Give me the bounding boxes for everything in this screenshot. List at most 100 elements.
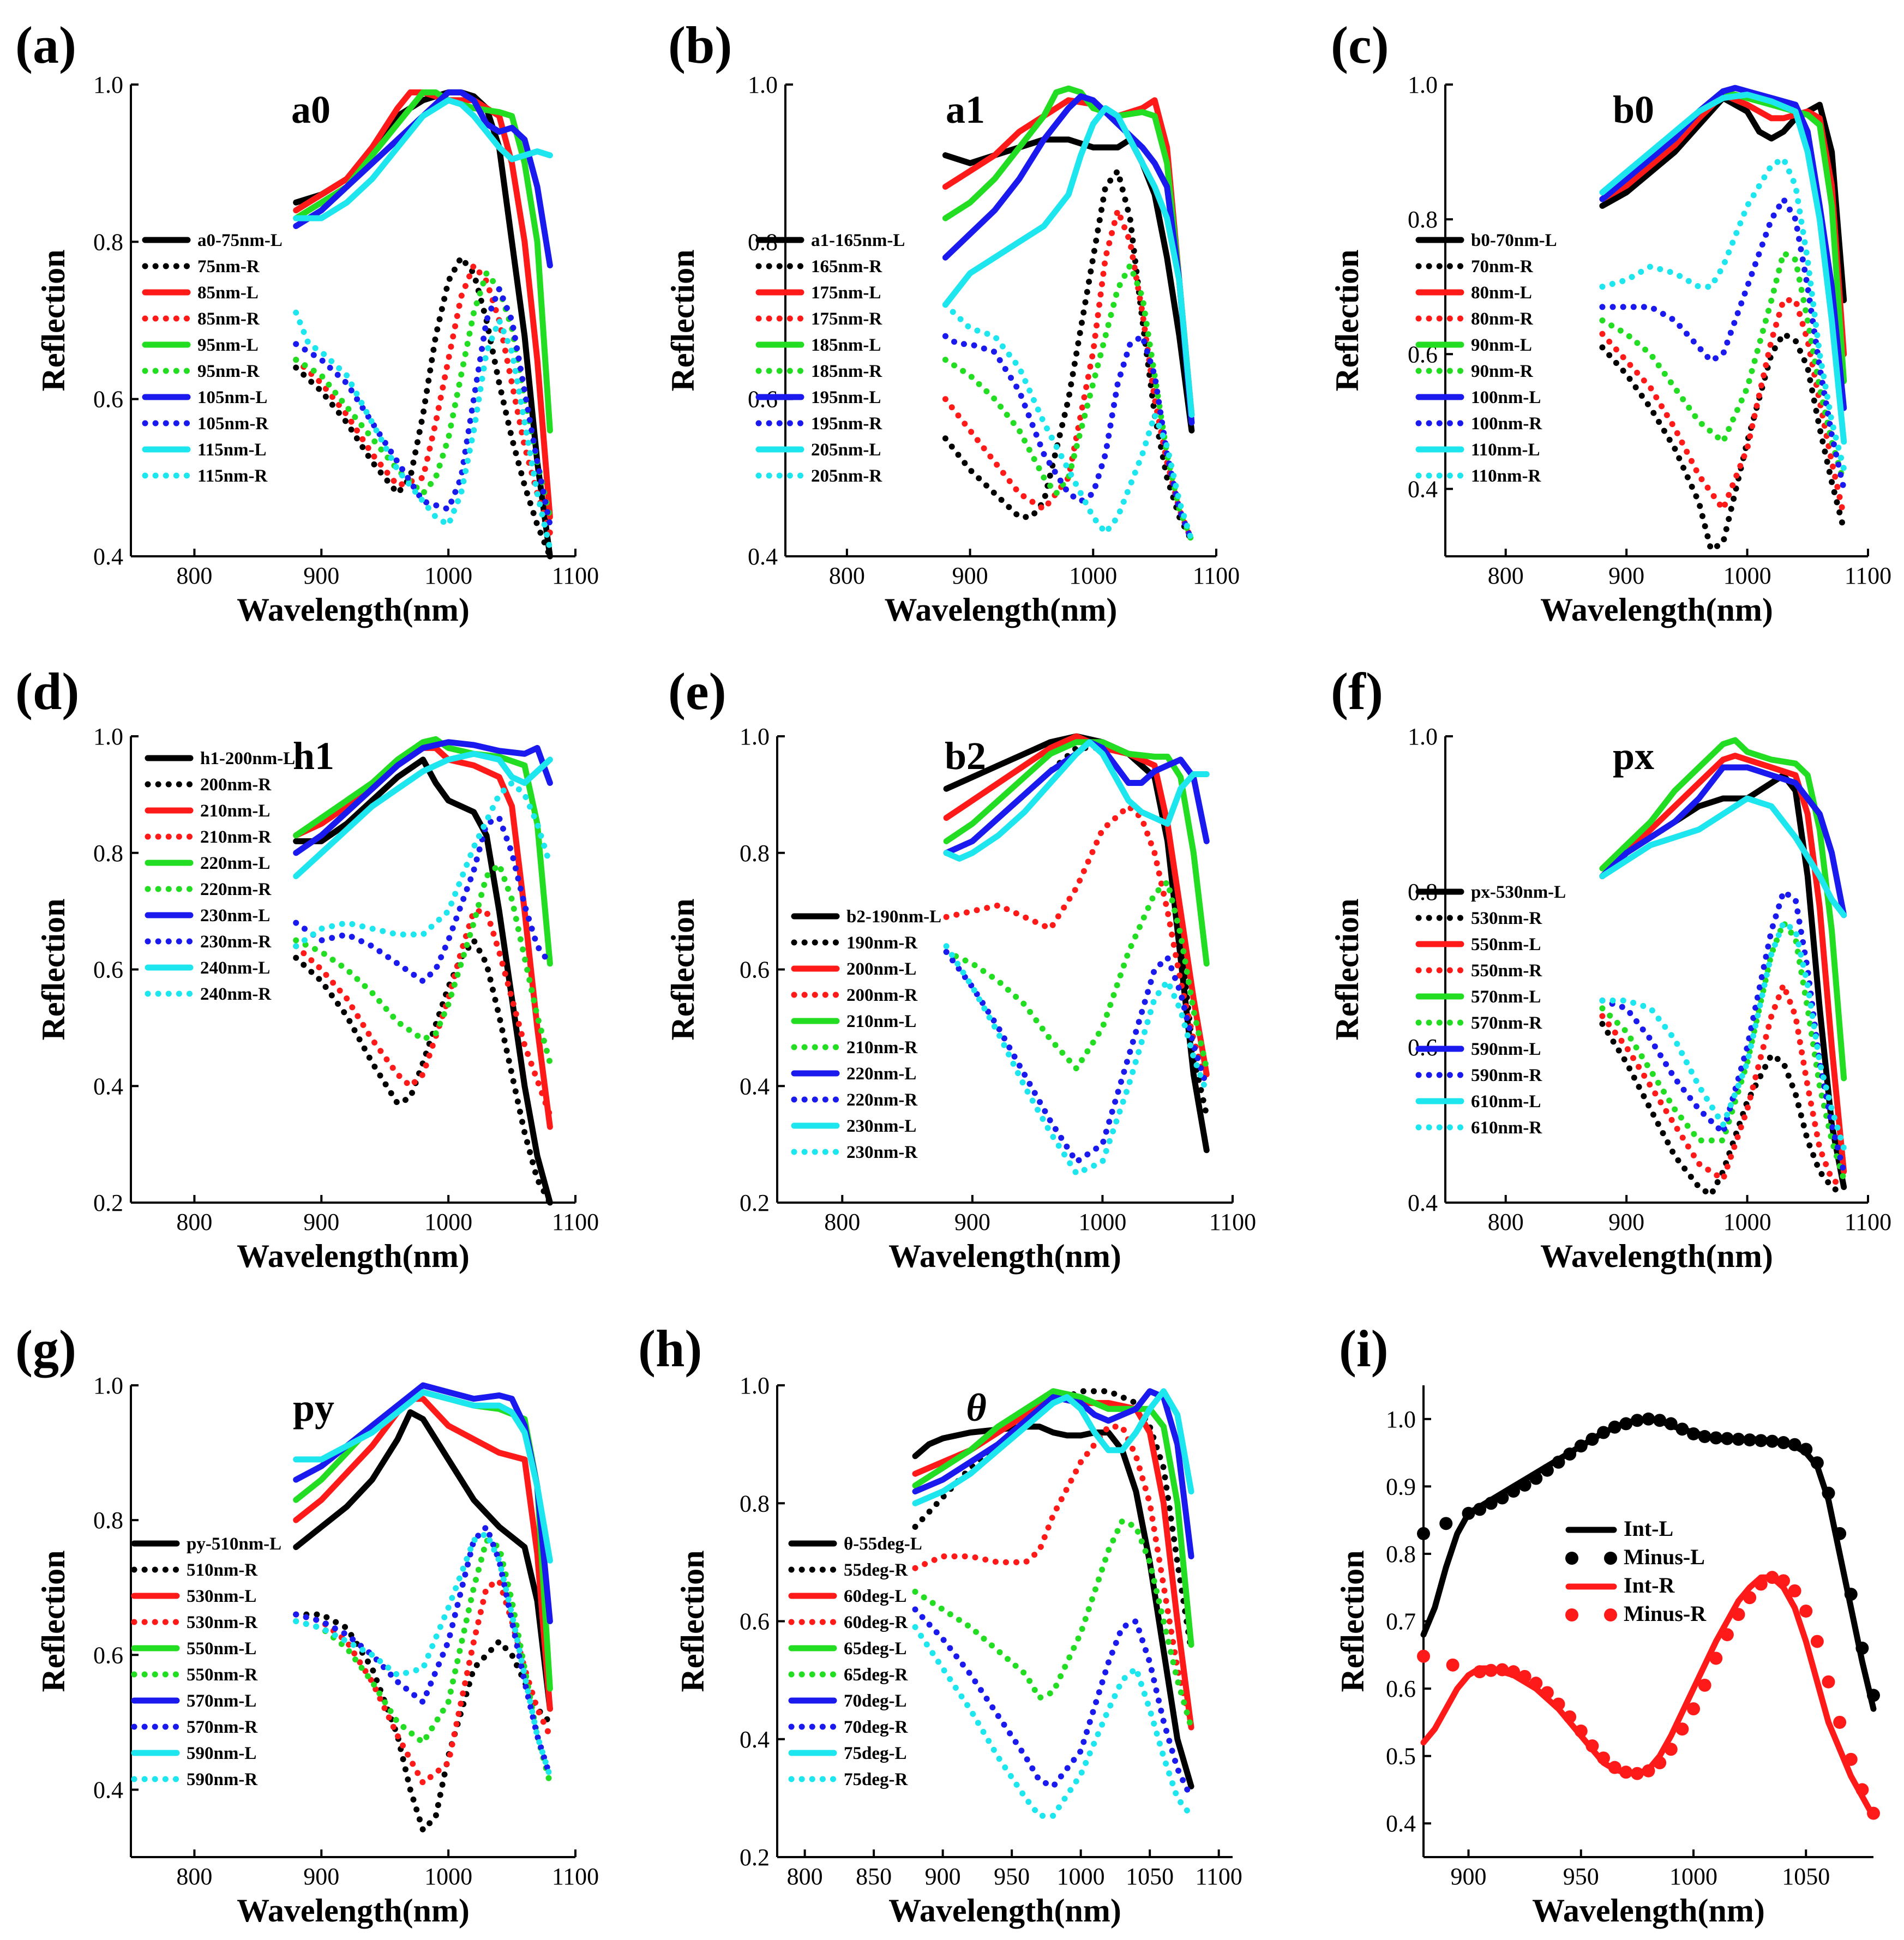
legend-label: 590nm-L (1471, 1040, 1541, 1059)
data-point (1687, 1427, 1700, 1440)
legend-entry: 530nm-R (1415, 909, 1542, 928)
legend-label: 570nm-L (187, 1691, 256, 1711)
legend-label: 90nm-L (1471, 335, 1532, 355)
data-point (1653, 1414, 1667, 1427)
series-line-220nm-R (943, 948, 1210, 1165)
data-point (1417, 1527, 1430, 1540)
legend-entry: θ-55deg-L (788, 1534, 922, 1554)
legend-entry: 550nm-L (131, 1639, 256, 1659)
legend-entry: 210nm-R (145, 827, 272, 847)
y-tick-label: 1.0 (93, 71, 123, 98)
series-line-510nm-R (293, 1611, 553, 1834)
y-tick-label: 0.4 (93, 543, 123, 570)
panel-label: (b) (668, 16, 732, 74)
x-axis-title: Wavelength(nm) (888, 1238, 1121, 1274)
series-Minus-L (1417, 1412, 1880, 1702)
y-tick-label: 0.8 (93, 1507, 123, 1534)
y-axis-title: Reflection (1329, 899, 1365, 1041)
y-tick-label: 1.0 (1386, 1406, 1416, 1433)
data-point (1462, 1506, 1475, 1520)
legend-label: 610nm-R (1471, 1118, 1542, 1138)
legend-label: 70deg-L (844, 1691, 907, 1711)
legend-label: 550nm-L (187, 1639, 256, 1659)
data-point (1732, 1608, 1745, 1621)
panel-title: py (293, 1386, 334, 1430)
y-tick-label: 0.6 (93, 386, 123, 413)
data-point (1552, 1455, 1565, 1469)
series-line-610nm-L (1599, 795, 1847, 918)
series-line-200nm-R (943, 803, 1210, 1089)
legend-label: 185nm-R (811, 362, 882, 381)
legend-entry: 610nm-R (1415, 1118, 1542, 1138)
legend-entry: 590nm-L (1415, 1040, 1541, 1059)
series-line-65deg-R (912, 1518, 1194, 1731)
legend-entry: 75nm-R (142, 257, 260, 277)
x-tick-label: 900 (303, 1863, 339, 1890)
series-line-190nm-R (943, 744, 1210, 1119)
legend-entry: 175nm-R (755, 309, 882, 329)
x-tick-label: 1000 (1723, 562, 1771, 589)
legend-label: 60deg-L (844, 1587, 907, 1606)
legend-entry: 105nm-R (142, 414, 269, 434)
legend-label: 165nm-R (811, 257, 882, 277)
chart-panel-d: (d) h1 800 900 1000 1100 0.2 0.4 0.6 0.8 1.0 Wavele… (15, 662, 599, 1274)
legend-label: 105nm-R (197, 414, 269, 434)
x-tick-label: 800 (1488, 562, 1524, 589)
data-point (1585, 1739, 1599, 1753)
legend-label: 530nm-L (187, 1587, 256, 1606)
data-point (1799, 1443, 1813, 1456)
legend-entry: 195nm-L (755, 388, 881, 407)
data-point (1540, 1686, 1554, 1699)
y-tick-label: 1.0 (93, 723, 123, 750)
data-point (1833, 1527, 1847, 1540)
legend-entry: 200nm-L (791, 959, 916, 979)
series-line-205nm-R (942, 302, 1195, 544)
series-line-195nm-L (942, 93, 1195, 426)
series-line-230nm-R (293, 815, 553, 984)
legend-entry: px-530nm-L (1415, 882, 1566, 902)
x-tick-label: 900 (303, 562, 339, 589)
legend-entry: Int-R (1565, 1573, 1675, 1597)
y-tick-label: 0.8 (740, 1490, 770, 1517)
x-tick-label: 1100 (1196, 1863, 1242, 1890)
data-point (1720, 1628, 1734, 1642)
legend-label: 185nm-L (811, 335, 881, 355)
legend-label: 220nm-R (846, 1090, 918, 1110)
legend-entry: 240nm-L (145, 958, 270, 978)
legend-entry: 195nm-R (755, 414, 882, 434)
data-point (1630, 1767, 1644, 1780)
legend-entry: 590nm-L (131, 1744, 256, 1763)
series-line-70deg-L (912, 1388, 1194, 1560)
x-tick-label: 900 (1608, 562, 1644, 589)
y-tick-label: 0.2 (740, 1844, 770, 1871)
data-point (1574, 1439, 1588, 1453)
legend-entry: 115nm-L (142, 440, 267, 460)
legend-label: 70nm-R (1471, 257, 1534, 277)
legend-label: 195nm-R (811, 414, 882, 434)
legend-label: b0-70nm-L (1471, 231, 1557, 250)
series-line-530nm-L (293, 1396, 553, 1712)
data-point (1720, 1432, 1734, 1445)
y-axis-title: Reflection (1335, 1551, 1371, 1692)
data-point (1810, 1456, 1824, 1470)
series-line-115nm-L (293, 97, 553, 221)
panel-label: (c) (1331, 16, 1389, 74)
legend-entry: 550nm-R (131, 1665, 258, 1685)
legend-marker (1565, 1608, 1578, 1621)
data-point (1822, 1675, 1835, 1689)
legend-entry: 230nm-R (145, 932, 272, 952)
series-line-230nm-L (293, 739, 553, 856)
y-tick-label: 0.2 (93, 1190, 123, 1216)
legend-entry: 115nm-R (142, 466, 268, 486)
panel-label: (h) (638, 1319, 702, 1378)
data-point (1765, 1434, 1779, 1448)
y-tick-label: 0.4 (740, 1073, 770, 1100)
panel-label: (e) (668, 662, 726, 720)
legend-label: 110nm-R (1471, 466, 1542, 486)
legend-entry: b0-70nm-L (1415, 231, 1557, 250)
y-tick-label: 0.4 (748, 543, 778, 570)
legend-entry: 70deg-R (788, 1717, 908, 1737)
x-tick-label: 900 (303, 1209, 339, 1235)
